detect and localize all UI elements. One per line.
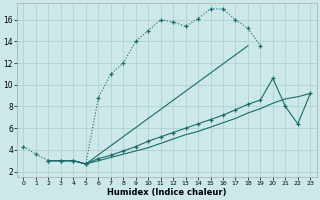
X-axis label: Humidex (Indice chaleur): Humidex (Indice chaleur): [107, 188, 227, 197]
